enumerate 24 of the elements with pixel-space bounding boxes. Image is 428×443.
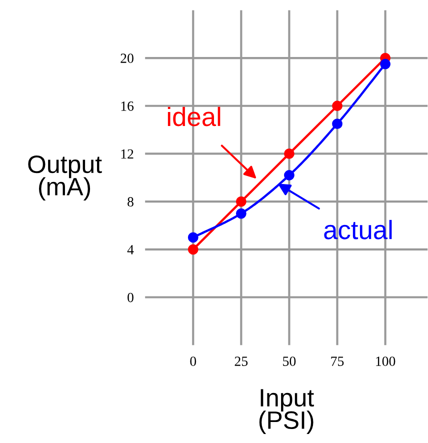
x-tick-label: 0: [190, 356, 196, 366]
x-axis-title: Input (PSI): [259, 389, 314, 434]
point: [236, 196, 246, 207]
annotation: ideal: [168, 106, 220, 126]
y-tick-label: 20: [120, 54, 134, 63]
annotation: actual: [324, 220, 392, 240]
point: [188, 232, 198, 243]
point: [284, 170, 294, 180]
y-tick-label: 16: [121, 102, 134, 111]
y-tick-label: 4: [127, 245, 134, 254]
y-axis-title: Output (mA): [28, 155, 102, 200]
point: [380, 58, 391, 70]
point: [188, 244, 198, 255]
y-tick-label: 0: [128, 292, 134, 302]
y-tick-label: 12: [121, 149, 134, 159]
y-tick-label: 8: [128, 197, 134, 207]
point: [332, 118, 342, 130]
x-tick-label: 75: [331, 356, 344, 366]
x-tick-label: 50: [283, 356, 296, 366]
point: [332, 100, 342, 112]
point: [236, 208, 246, 219]
x-tick-label: 25: [234, 356, 248, 366]
x-tick-label: 100: [376, 356, 396, 366]
point: [284, 148, 294, 159]
